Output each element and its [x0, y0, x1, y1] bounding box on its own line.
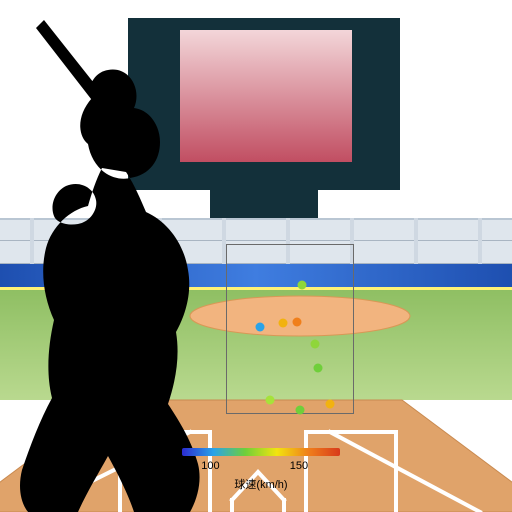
- pitch-marker: [266, 396, 275, 405]
- pitch-marker: [293, 318, 302, 327]
- pitch-marker: [296, 406, 305, 415]
- pitch-marker: [311, 340, 320, 349]
- legend-tick: 100: [201, 460, 219, 472]
- legend-tick: 150: [290, 460, 308, 472]
- pitch-marker: [298, 281, 307, 290]
- pitch-marker: [279, 319, 288, 328]
- legend-label: 球速(km/h): [234, 476, 287, 492]
- legend-colorbar: [182, 448, 340, 456]
- pitch-marker: [314, 364, 323, 373]
- pitch-marker: [256, 323, 265, 332]
- pitch-marker: [326, 400, 335, 409]
- strike-zone: [226, 244, 354, 414]
